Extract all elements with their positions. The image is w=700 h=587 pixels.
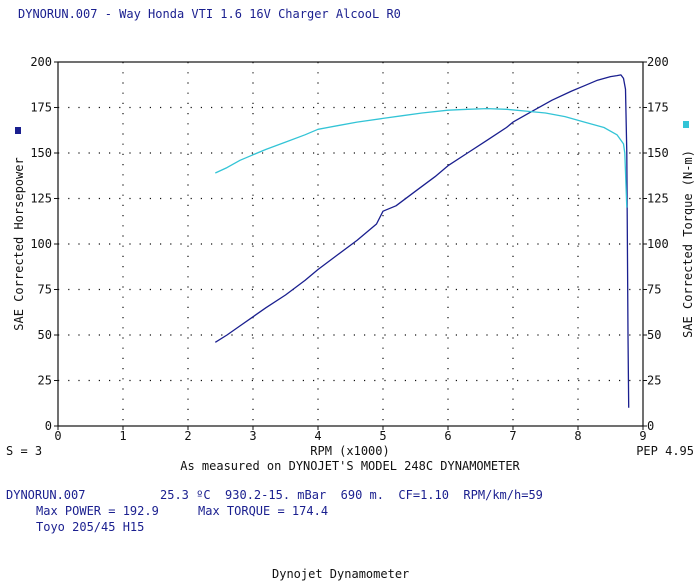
y-axis-left-label: SAE Corrected Horsepower: [12, 157, 26, 330]
x-tick-label: 6: [444, 429, 451, 443]
chart-subtitle: As measured on DYNOJET'S MODEL 248C DYNA…: [180, 459, 520, 473]
y-tick-label-right: 50: [647, 328, 661, 342]
x-tick-label: 5: [379, 429, 386, 443]
max-power: Max POWER = 192.9: [36, 504, 159, 518]
y-tick-label-right: 100: [647, 237, 669, 251]
smoothing-label: S = 3: [6, 444, 42, 458]
y-tick-label-left: 125: [30, 192, 52, 206]
torque-legend-swatch: [683, 121, 689, 128]
x-axis-ticks: 0 1 2 3 4 5 6 7 8 9: [54, 426, 647, 443]
grid: [58, 62, 643, 426]
y-tick-label-right: 75: [647, 283, 661, 297]
y-tick-label-left: 100: [30, 237, 52, 251]
y-tick-label-left: 50: [38, 328, 52, 342]
y-tick-label-right: 200: [647, 55, 669, 69]
y-tick-label-left: 175: [30, 101, 52, 115]
chart-title: DYNORUN.007 - Way Honda VTI 1.6 16V Char…: [18, 7, 401, 21]
power-series-line: [214, 74, 630, 408]
y-axis-left-ticks: 0 25 50 75 100 125 150 175 200: [30, 55, 58, 433]
x-tick-label: 9: [639, 429, 646, 443]
y-tick-label-left: 200: [30, 55, 52, 69]
run-conditions: 25.3 ºC 930.2-15. mBar 690 m. CF=1.10 RP…: [160, 488, 543, 502]
x-tick-label: 1: [119, 429, 126, 443]
x-axis-label: RPM (x1000): [310, 444, 389, 458]
y-axis-right-label: SAE Corrected Torque (N-m): [681, 150, 695, 338]
series-group: [214, 74, 630, 408]
x-tick-label: 7: [509, 429, 516, 443]
torque-series-line: [215, 107, 628, 208]
x-tick-label: 0: [54, 429, 61, 443]
plot-frame: [57, 61, 644, 427]
tire-info: Toyo 205/45 H15: [36, 520, 145, 534]
y-tick-label-right: 25: [647, 374, 661, 388]
pep-label: PEP 4.95: [636, 444, 694, 458]
x-tick-label: 8: [574, 429, 581, 443]
power-legend-swatch: [15, 127, 21, 134]
y-tick-label-left: 0: [45, 419, 52, 433]
y-axis-right-ticks: 0 25 50 75 100 125 150 175 200: [643, 55, 669, 433]
y-tick-label-right: 125: [647, 192, 669, 206]
x-tick-label: 4: [314, 429, 321, 443]
x-tick-label: 2: [184, 429, 191, 443]
y-tick-label-left: 75: [38, 283, 52, 297]
y-tick-label-left: 150: [30, 146, 52, 160]
footer-label: Dynojet Dynamometer: [272, 567, 410, 581]
max-torque: Max TORQUE = 174.4: [198, 504, 329, 518]
y-tick-label-right: 175: [647, 101, 669, 115]
y-tick-label-left: 25: [38, 374, 52, 388]
y-tick-label-right: 0: [647, 419, 654, 433]
run-name: DYNORUN.007: [6, 488, 86, 502]
x-tick-label: 3: [249, 429, 256, 443]
y-tick-label-right: 150: [647, 146, 669, 160]
